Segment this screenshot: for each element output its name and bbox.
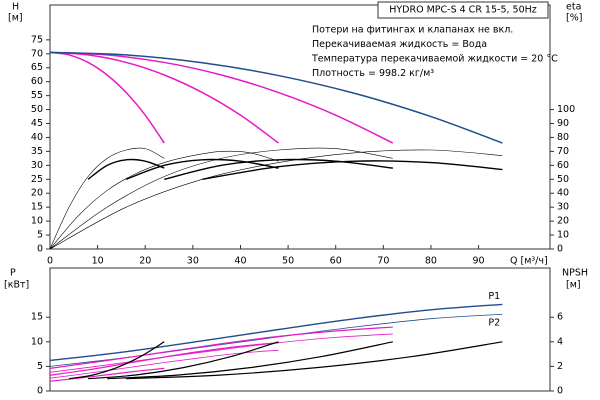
y2-tick-label: 80	[557, 132, 569, 143]
x-tick-label: 0	[47, 256, 53, 267]
curve	[49, 349, 279, 379]
y2-tick-label: 40	[557, 188, 569, 199]
y-tick-label: 10	[31, 216, 43, 227]
y-tick-label: 45	[31, 118, 43, 129]
x-tick-label: 50	[282, 256, 294, 267]
y-tick-label: 75	[31, 34, 43, 45]
y2-tick-label: 30	[557, 202, 569, 213]
y2-axis-unit: [%]	[566, 13, 582, 24]
y-axis-label: H	[12, 2, 19, 13]
y-tick-label: 0	[37, 386, 43, 397]
x-tick-label: 40	[234, 256, 246, 267]
y2-tick-label: 4	[557, 336, 563, 347]
curve	[49, 333, 393, 373]
annotation: Плотность = 998.2 кг/м³	[312, 68, 434, 79]
curve	[49, 150, 279, 250]
plot-frame	[49, 267, 551, 392]
y-tick-label: 10	[31, 336, 43, 347]
curve-label: P1	[488, 291, 500, 302]
curve	[125, 158, 279, 180]
curve	[202, 160, 503, 180]
y2-tick-label: 10	[557, 230, 569, 241]
y-tick-label: 0	[37, 244, 43, 255]
x-tick-label: 30	[187, 256, 199, 267]
x-axis-label: Q [м³/ч]	[510, 256, 548, 267]
chart-title: HYDRO MPC-S 4 CR 15-5, 50Hz	[389, 5, 537, 16]
y-tick-label: 70	[31, 48, 43, 59]
curve	[49, 342, 279, 376]
curve	[87, 158, 165, 180]
annotation: Температура перекачиваемой жидкости = 20…	[311, 54, 558, 65]
x-tick-label: 70	[377, 256, 389, 267]
y-tick-label: 15	[31, 202, 43, 213]
y-tick-label: 35	[31, 146, 43, 157]
y-tick-label: 15	[31, 312, 43, 323]
y-tick-label: 55	[31, 90, 43, 101]
y2-tick-label: 70	[557, 146, 569, 157]
x-tick-label: 20	[139, 256, 151, 267]
y-tick-label: 50	[31, 104, 43, 115]
y-tick-label: 60	[31, 76, 43, 87]
curve	[164, 158, 393, 180]
y2-tick-label: 2	[557, 361, 563, 372]
y2-tick-label: 90	[557, 118, 569, 129]
title-box	[377, 1, 549, 19]
y-axis-unit: [м]	[8, 13, 23, 24]
y-tick-label: 20	[31, 188, 43, 199]
y2-axis-unit: [м]	[566, 280, 581, 291]
y2-tick-label: 20	[557, 216, 569, 227]
curve	[49, 51, 280, 144]
y-axis-label: P	[10, 268, 16, 279]
curve	[126, 341, 503, 380]
annotation: Потери на фитингах и клапанах не вкл.	[312, 25, 513, 36]
annotation: Перекачиваемая жидкость = Вода	[312, 39, 487, 50]
y-tick-label: 65	[31, 62, 43, 73]
curve	[49, 51, 503, 144]
curve	[49, 326, 393, 369]
curve-label: P2	[488, 318, 500, 329]
y2-tick-label: 6	[557, 312, 563, 323]
curve	[49, 147, 393, 250]
x-tick-label: 60	[330, 256, 342, 267]
curve	[88, 341, 279, 380]
x-tick-label: 10	[92, 256, 104, 267]
y2-tick-label: 50	[557, 174, 569, 185]
curve	[49, 149, 503, 250]
curve	[68, 341, 165, 380]
y2-axis-label: eta	[566, 2, 581, 13]
y2-tick-label: 0	[557, 244, 563, 255]
y-tick-label: 30	[31, 160, 43, 171]
curve	[107, 341, 393, 380]
x-tick-label: 80	[425, 256, 437, 267]
x-tick-label: 90	[473, 256, 485, 267]
y-tick-label: 5	[37, 361, 43, 372]
y2-tick-label: 0	[557, 386, 563, 397]
curve	[49, 51, 165, 144]
curve	[49, 147, 165, 250]
curve	[49, 51, 394, 144]
y2-tick-label: 60	[557, 160, 569, 171]
plot-frame	[49, 4, 551, 250]
y-tick-label: 40	[31, 132, 43, 143]
curve	[49, 303, 503, 362]
y-axis-unit: [кВт]	[4, 280, 29, 291]
y-tick-label: 25	[31, 174, 43, 185]
y-tick-label: 5	[37, 230, 43, 241]
y2-tick-label: 100	[557, 104, 575, 115]
y2-axis-label: NPSH	[562, 268, 588, 279]
